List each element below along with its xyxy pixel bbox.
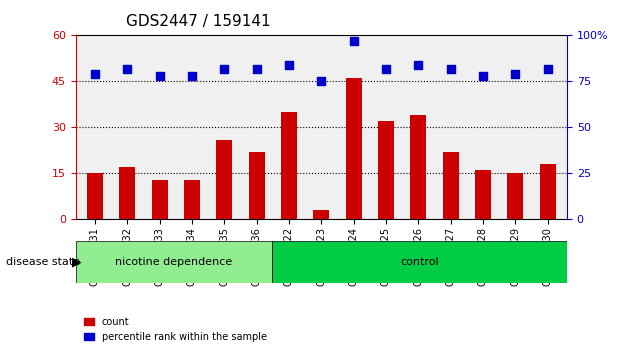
Point: [445, 66, 455, 72]
Point: [90, 71, 100, 77]
Point: [122, 66, 132, 72]
Bar: [345, 78, 362, 219]
Point: [413, 62, 423, 68]
FancyBboxPatch shape: [272, 241, 567, 283]
Point: [154, 73, 164, 79]
Point: [510, 71, 520, 77]
Bar: [216, 140, 232, 219]
Bar: [442, 152, 459, 219]
Point: [187, 73, 197, 79]
FancyBboxPatch shape: [76, 241, 272, 283]
Bar: [507, 173, 524, 219]
Bar: [249, 152, 265, 219]
Point: [251, 66, 261, 72]
Point: [381, 66, 391, 72]
Legend: count, percentile rank within the sample: count, percentile rank within the sample: [81, 313, 271, 346]
Bar: [378, 121, 394, 219]
Bar: [281, 112, 297, 219]
Text: ▶: ▶: [72, 256, 82, 268]
Point: [219, 66, 229, 72]
Bar: [313, 210, 329, 219]
Bar: [539, 164, 556, 219]
Bar: [410, 115, 427, 219]
Text: control: control: [400, 257, 439, 267]
Point: [284, 62, 294, 68]
Bar: [152, 179, 168, 219]
Point: [478, 73, 488, 79]
Point: [316, 79, 326, 84]
Bar: [119, 167, 135, 219]
Point: [542, 66, 553, 72]
Bar: [184, 179, 200, 219]
Bar: [87, 173, 103, 219]
Text: GDS2447 / 159141: GDS2447 / 159141: [126, 14, 271, 29]
Point: [348, 38, 358, 44]
Bar: [475, 170, 491, 219]
Text: nicotine dependence: nicotine dependence: [115, 257, 232, 267]
Text: disease state: disease state: [6, 257, 81, 267]
